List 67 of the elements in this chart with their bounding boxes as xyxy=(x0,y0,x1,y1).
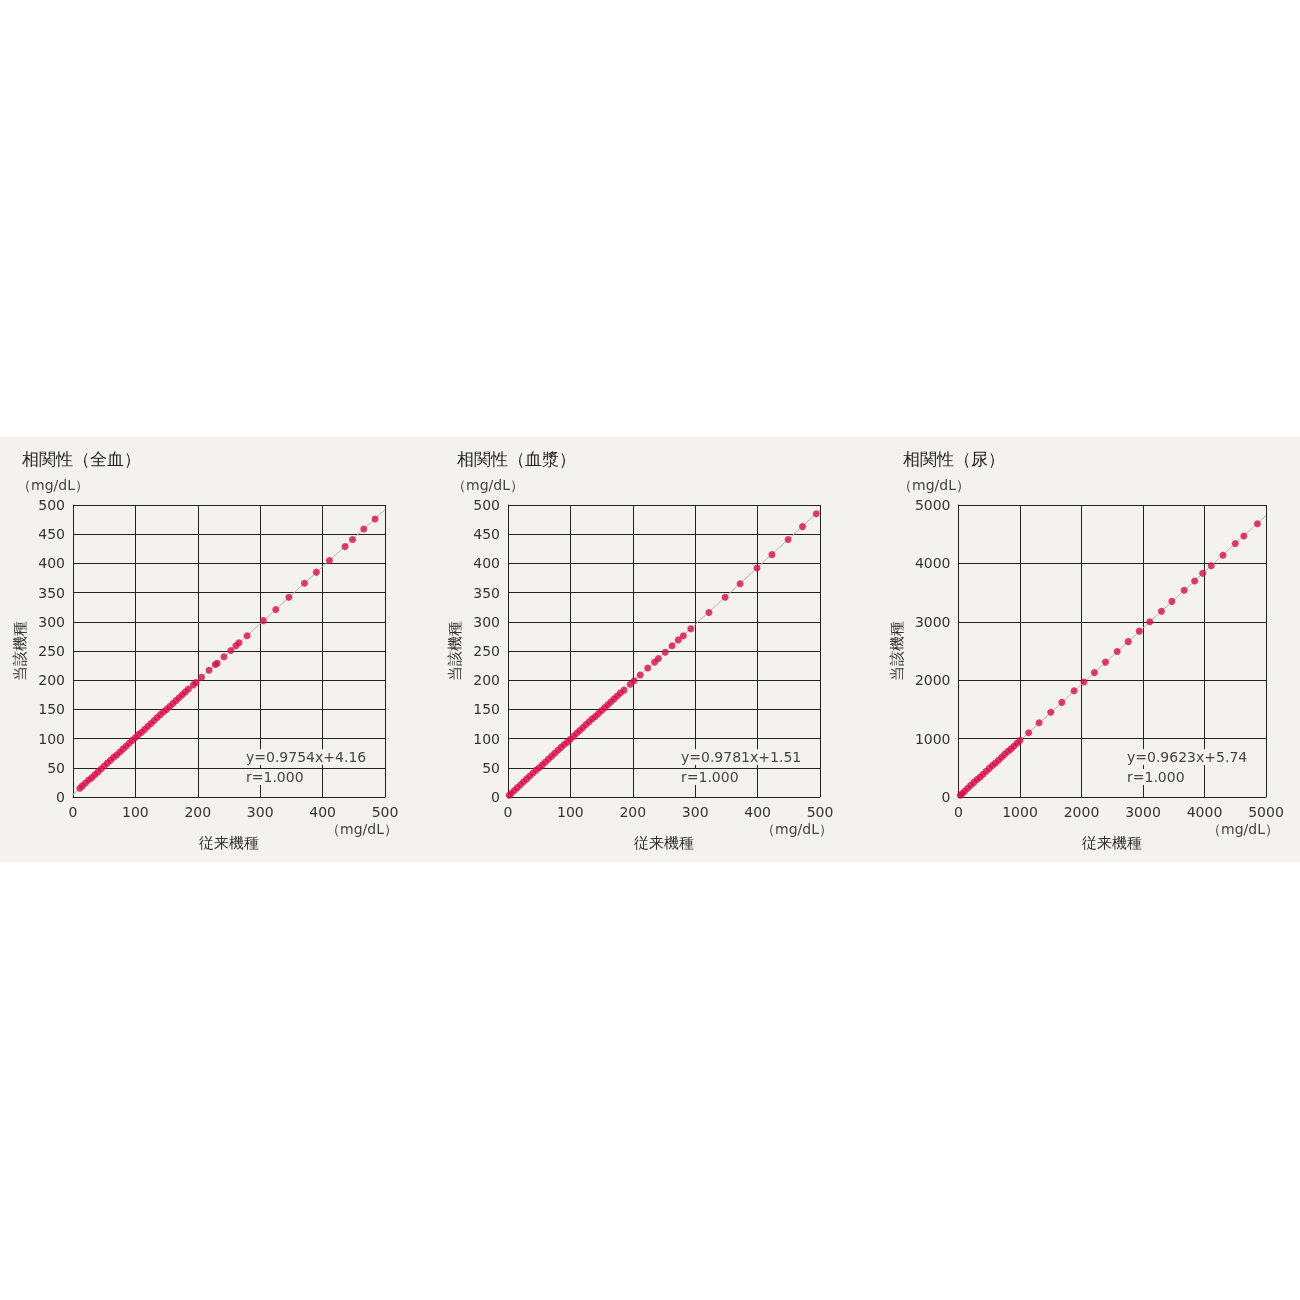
x-tick-label: 300 xyxy=(681,804,709,820)
text: （mg/dL） xyxy=(17,477,89,493)
annotation: r=1.000 xyxy=(681,769,739,785)
y-tick-label: 300 xyxy=(473,613,500,630)
y-axis-title: 当該機種 xyxy=(445,621,464,681)
y-tick-label: 0 xyxy=(56,789,65,805)
y-tick-label: 400 xyxy=(38,555,65,572)
y-tick-label: 4000 xyxy=(914,555,951,572)
y-tick-label: 50 xyxy=(47,759,65,776)
x-tick-label: 500 xyxy=(371,804,399,820)
y-axis-title: 当該機種 xyxy=(10,621,29,681)
x-tick-label: 100 xyxy=(557,804,584,820)
x-tick-label: 200 xyxy=(619,804,647,820)
x-tick-label: 500 xyxy=(806,804,834,820)
y-tick-label: 450 xyxy=(38,526,65,543)
chart-title: 相関性（血漿） xyxy=(457,448,576,469)
x-tick-label: 5000 xyxy=(1248,804,1284,820)
y-tick-label: 0 xyxy=(941,789,951,805)
y-tick-label: 350 xyxy=(473,584,500,601)
x-tick-label: 1000 xyxy=(1002,804,1038,820)
y-axis-title: 当該機種 xyxy=(887,621,906,681)
y-tick-label: 450 xyxy=(473,526,500,543)
y-tick-label: 50 xyxy=(482,759,500,776)
chart-title: 相関性（尿） xyxy=(903,448,1005,469)
x-tick-label: 200 xyxy=(184,804,212,820)
y-tick-label: 1000 xyxy=(914,730,951,747)
y-tick-label: 0 xyxy=(491,789,500,805)
x-tick-label: 0 xyxy=(503,804,513,820)
x-tick-label: 3000 xyxy=(1125,804,1161,820)
y-tick-label: 2000 xyxy=(914,672,951,689)
x-tick-label: 300 xyxy=(246,804,274,820)
y-tick-label: 500 xyxy=(473,497,500,513)
annotation: y=0.9623x+5.74 xyxy=(1127,749,1248,765)
text: （mg/dL） xyxy=(1207,821,1280,837)
y-tick-label: 500 xyxy=(38,497,65,513)
y-tick-label: 150 xyxy=(473,701,500,718)
y-tick-label: 150 xyxy=(38,701,65,718)
text: （mg/dL） xyxy=(898,477,970,493)
x-axis-title: 従来機種 xyxy=(634,833,694,852)
x-tick-label: 0 xyxy=(68,804,78,820)
text: （mg/dL） xyxy=(761,821,834,837)
x-tick-label: 400 xyxy=(744,804,771,820)
y-tick-label: 250 xyxy=(473,643,500,659)
annotation: r=1.000 xyxy=(246,769,304,785)
text: （mg/dL） xyxy=(452,477,524,493)
annotation: r=1.000 xyxy=(1127,769,1185,785)
y-tick-label: 5000 xyxy=(914,497,951,513)
y-tick-label: 400 xyxy=(473,555,500,572)
x-tick-label: 400 xyxy=(309,804,336,820)
y-tick-label: 3000 xyxy=(914,613,951,630)
y-tick-label: 200 xyxy=(38,672,65,689)
x-axis-title: 従来機種 xyxy=(1082,833,1143,852)
y-tick-label: 100 xyxy=(38,730,65,747)
x-tick-label: 4000 xyxy=(1186,804,1223,820)
annotation: y=0.9754x+4.16 xyxy=(246,749,367,765)
y-tick-label: 100 xyxy=(473,730,500,747)
y-tick-label: 300 xyxy=(38,613,65,630)
y-tick-label: 200 xyxy=(473,672,500,689)
y-tick-label: 250 xyxy=(38,643,65,659)
x-tick-label: 0 xyxy=(954,804,963,820)
annotation: y=0.9781x+1.51 xyxy=(681,749,802,765)
chart-title: 相関性（全血） xyxy=(22,448,141,469)
x-tick-label: 2000 xyxy=(1063,804,1100,820)
x-axis-title: 従来機種 xyxy=(199,833,259,852)
y-tick-label: 350 xyxy=(38,584,65,601)
x-tick-label: 100 xyxy=(122,804,149,820)
text: （mg/dL） xyxy=(326,821,399,837)
